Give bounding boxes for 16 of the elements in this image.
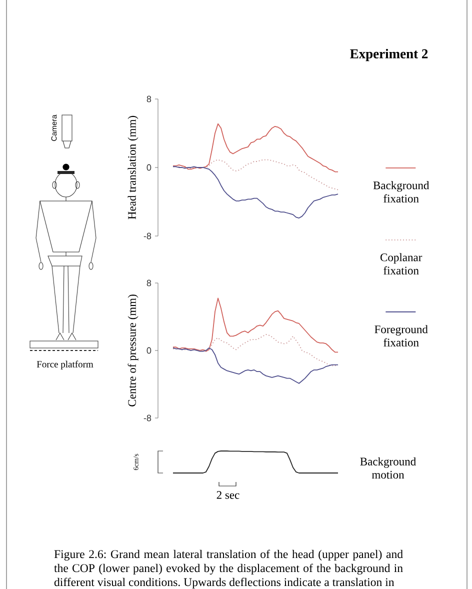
text: 2 sec (216, 491, 240, 499)
y-tick-label: 0 (146, 347, 152, 354)
y-axis-title: Head translation (mm) (128, 116, 138, 220)
caption: Figure 2.6: Grand mean lateral translation of the head (upper panel) and the COP (lower panel) evoked by the displacement of the background in different visual conditions. Upwards deflections indicate a translation in (54, 550, 403, 589)
y-tick-label: 8 (146, 96, 152, 102)
series-label: Background motion (360, 457, 416, 479)
y-tick-label: -8 (144, 414, 152, 422)
y-axis-title: Centre of pressure (mm) (128, 294, 138, 406)
y-tick-label: 8 (146, 280, 152, 286)
y-tick-label: -8 (144, 232, 152, 240)
legend-label: Background fixation (373, 181, 430, 202)
legend-label: Foreground fixation (374, 325, 428, 346)
legend-label: Coplanar fixation (380, 253, 422, 274)
text: Experiment 2 (350, 48, 428, 62)
text: Force platform (36, 360, 94, 370)
y-tick-label: 0 (146, 164, 152, 171)
